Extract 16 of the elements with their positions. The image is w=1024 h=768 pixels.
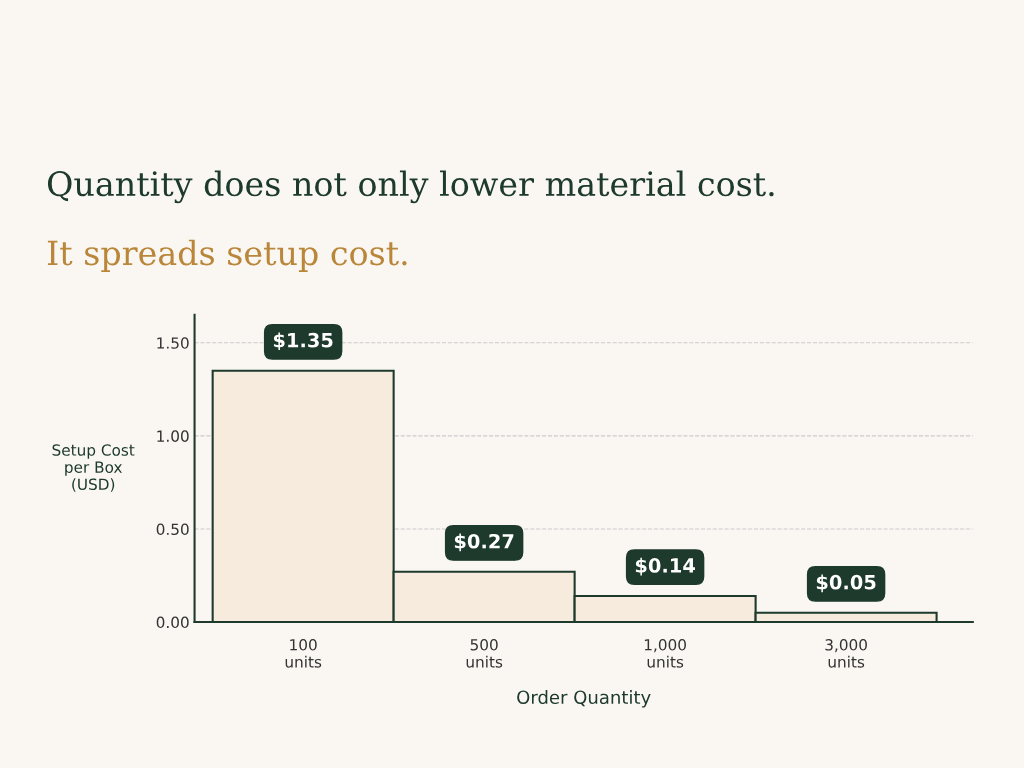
data-label: $0.05 <box>816 574 876 593</box>
data-label: $0.14 <box>635 557 695 576</box>
data-label: $1.35 <box>273 332 333 351</box>
y-tick-label: 0.00 <box>156 616 189 629</box>
x-tick-label: 500 units <box>466 639 503 668</box>
chart-title: Quantity does not only lower material cost. <box>47 170 774 204</box>
x-tick-label: 100 units <box>285 639 322 668</box>
chart-subtitle: It spreads setup cost. <box>47 239 407 272</box>
y-tick-label: 1.00 <box>157 430 189 442</box>
x-tick-label: 3,000 units <box>825 639 867 668</box>
x-tick-label: 1,000 units <box>644 639 686 668</box>
y-axis-title: Setup Cost per Box (USD) <box>52 444 135 492</box>
y-tick-label: 0.50 <box>156 523 189 536</box>
data-label: $0.27 <box>454 533 514 552</box>
y-tick-label: 1.50 <box>157 337 189 349</box>
x-axis-title: Order Quantity <box>517 690 651 708</box>
